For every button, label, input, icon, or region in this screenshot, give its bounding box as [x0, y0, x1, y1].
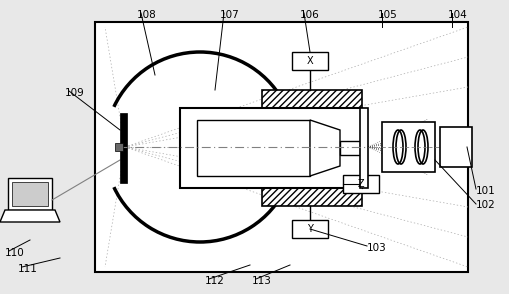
Text: 112: 112 [205, 276, 225, 286]
Text: Z: Z [358, 179, 364, 189]
Text: 109: 109 [65, 88, 85, 98]
Bar [360, 108, 368, 188]
Polygon shape [0, 210, 60, 222]
Bar [340, 141, 362, 155]
Bar [343, 175, 379, 193]
Bar [292, 52, 328, 70]
Text: 101: 101 [476, 186, 496, 196]
Text: 104: 104 [448, 10, 468, 20]
Bar [197, 120, 310, 176]
Text: X: X [307, 56, 314, 66]
Text: 113: 113 [252, 276, 272, 286]
Bar [382, 122, 435, 172]
Bar [12, 182, 48, 206]
Text: 103: 103 [367, 243, 387, 253]
Bar [95, 22, 468, 272]
Text: 105: 105 [378, 10, 398, 20]
Bar [262, 90, 362, 108]
Bar [292, 220, 328, 238]
Bar [262, 188, 362, 206]
Bar [180, 108, 362, 188]
Text: 108: 108 [137, 10, 157, 20]
Text: 107: 107 [220, 10, 240, 20]
Text: 111: 111 [18, 264, 38, 274]
Text: 110: 110 [5, 248, 25, 258]
Bar [115, 143, 123, 151]
Text: 102: 102 [476, 200, 496, 210]
Polygon shape [310, 120, 340, 176]
Text: Y: Y [307, 224, 313, 234]
Bar [120, 113, 127, 183]
Bar [440, 127, 472, 167]
Bar [8, 178, 52, 210]
Text: 106: 106 [300, 10, 320, 20]
